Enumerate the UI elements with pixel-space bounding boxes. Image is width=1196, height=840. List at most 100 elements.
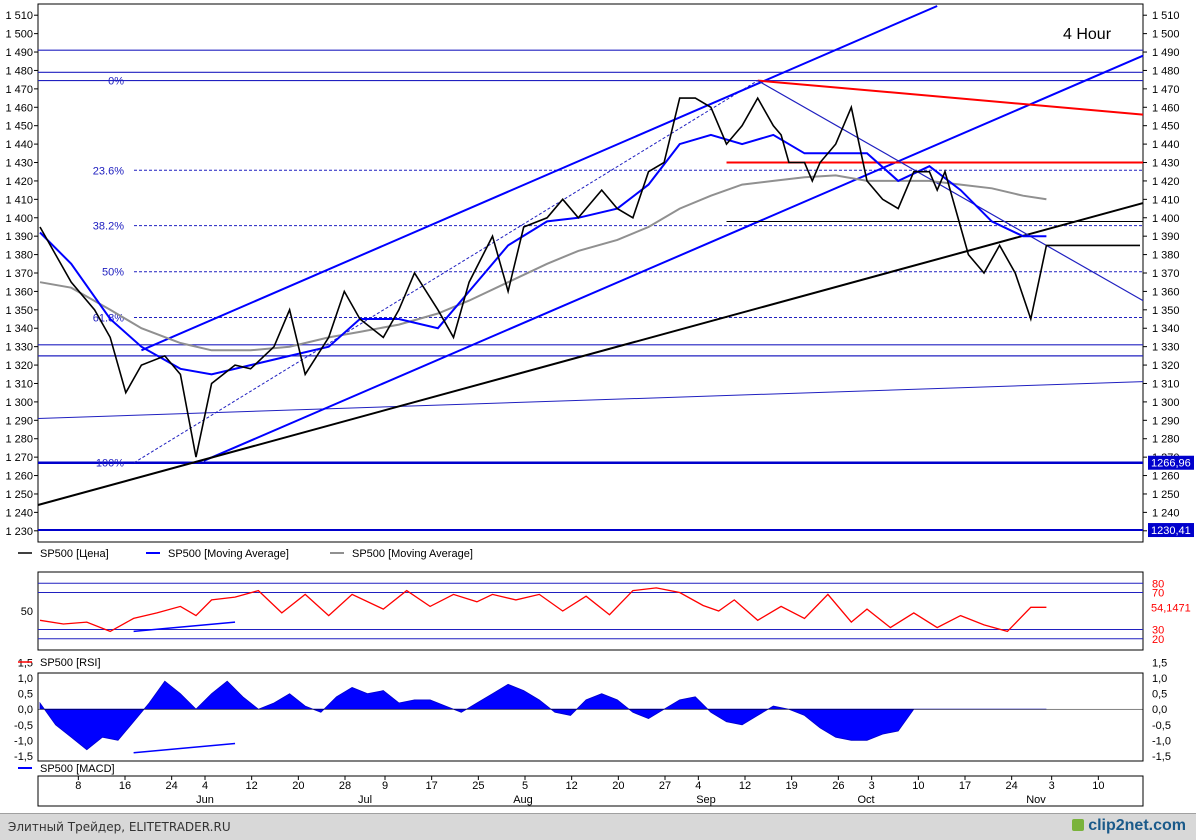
price-tick-label-right: 1 280: [1152, 434, 1180, 446]
price-tick-label-left: 1 400: [5, 213, 33, 225]
rsi-level-label: 20: [1152, 634, 1164, 646]
macd-tick-label-right: 0,0: [1152, 704, 1167, 716]
date-tick-label: 17: [426, 780, 438, 792]
price-tick-label-right: 1 380: [1152, 250, 1180, 262]
price-tick-label-right: 1 470: [1152, 84, 1180, 96]
fib-label: 23.6%: [93, 165, 124, 177]
price-tag-box: [1148, 455, 1194, 470]
date-tick-label: 5: [522, 780, 528, 792]
channel-upper-line: [141, 5, 938, 352]
price-tick-label-left: 1 300: [5, 397, 33, 409]
price-tick-label-left: 1 240: [5, 507, 33, 519]
date-tick-label: 12: [246, 780, 258, 792]
macd-tick-label-left: 0,5: [18, 689, 33, 701]
month-label: Jun: [196, 794, 214, 806]
price-tick-label-right: 1 420: [1152, 176, 1180, 188]
rsi-line: [39, 587, 1047, 633]
date-tick-label: 3: [869, 780, 875, 792]
channel-lower-line: [203, 54, 1144, 462]
price-tick-label-left: 1 290: [5, 415, 33, 427]
date-tick-label: 19: [786, 780, 798, 792]
legend-macd: SP500 [MACD]: [40, 763, 115, 775]
date-tick-label: 20: [612, 780, 624, 792]
price-tick-label-left: 1 420: [5, 176, 33, 188]
price-tick-label-right: 1 340: [1152, 323, 1180, 335]
price-tick-label-left: 1 350: [5, 305, 33, 317]
price-tick-label-right: 1 320: [1152, 360, 1180, 372]
price-tick-label-left: 1 380: [5, 250, 33, 262]
price-legend: SP500 [Цена] SP500 [Moving Average] SP50…: [18, 548, 473, 560]
price-tick-label-right: 1 240: [1152, 507, 1180, 519]
date-tick-label: 3: [1049, 780, 1055, 792]
price-tick-label-left: 1 270: [5, 452, 33, 464]
price-layer: 1 510 1 510 1 500 1 500 1 490 1 490 1 480 1 480…: [5, 5, 1194, 538]
price-tag-box: [1148, 523, 1194, 538]
legend-price: SP500 [Цена]: [40, 548, 109, 560]
chart-canvas: 1 510 1 510 1 500 1 500 1 490 1 490 1 480 1 480…: [5, 3, 1194, 807]
price-tick-label-right: 1 460: [1152, 102, 1180, 114]
price-tick-label-right: 1 510: [1152, 10, 1180, 22]
date-tick-label: 27: [659, 780, 671, 792]
price-tick-label-right: 1 250: [1152, 489, 1180, 501]
rsi-value-box: [1148, 600, 1194, 615]
date-tick-label: 9: [382, 780, 388, 792]
clip2net-icon: [1072, 819, 1085, 831]
price-tick-label-right: 1 360: [1152, 286, 1180, 298]
price-tick-label-left: 1 430: [5, 158, 33, 170]
macd-panel-frame: [37, 672, 1144, 762]
fib-diagonal-line: [133, 80, 758, 464]
legend-rsi: SP500 [RSI]: [40, 657, 101, 669]
rsi-legend: SP500 [RSI]: [18, 657, 101, 669]
month-label: Nov: [1026, 794, 1046, 806]
legend-ma-blue: SP500 [Moving Average]: [168, 548, 289, 560]
date-tick-label: 24: [1006, 780, 1018, 792]
date-tick-label: 4: [202, 780, 208, 792]
macd-tick-label-right: 1,0: [1152, 673, 1167, 685]
price-tick-label-right: 1 390: [1152, 231, 1180, 243]
price-tick-label-left: 1 370: [5, 268, 33, 280]
fib-label: 100%: [96, 458, 124, 470]
price-tick-label-left: 1 360: [5, 286, 33, 298]
legend-ma-gray: SP500 [Moving Average]: [352, 548, 473, 560]
price-tick-label-left: 1 490: [5, 47, 33, 59]
date-axis-frame: [37, 775, 1144, 807]
price-tag-text: 1230,41: [1151, 525, 1191, 537]
footer-text: Элитный Трейдер, ELITETRADER.RU: [8, 820, 231, 834]
macd-layer: 1,5 1,5 1,0 1,0 0,5 0,5 0,0 0,0 -0,5 -0,5 -1,0 -1,0…: [14, 658, 1171, 763]
macd-tick-label-right: 1,5: [1152, 658, 1167, 670]
date-tick-label: 26: [832, 780, 844, 792]
price-tick-label-left: 1 280: [5, 434, 33, 446]
rsi-level-label: 30: [1152, 625, 1164, 637]
rsi-tick-label: 50: [21, 606, 33, 618]
macd-tick-label-left: 1,0: [18, 673, 33, 685]
price-tick-label-left: 1 330: [5, 342, 33, 354]
month-label: Aug: [513, 794, 533, 806]
date-tick-label: 12: [739, 780, 751, 792]
rsi-value-label: 54,1471: [1151, 602, 1191, 614]
price-tick-label-left: 1 310: [5, 378, 33, 390]
footer-bar: Элитный Трейдер, ELITETRADER.RU clip2net…: [0, 813, 1196, 840]
date-tick-label: 10: [912, 780, 924, 792]
price-tick-label-left: 1 500: [5, 29, 33, 41]
price-tick-label-left: 1 460: [5, 102, 33, 114]
macd-tick-label-left: -1,0: [14, 735, 33, 747]
macd-tick-label-right: -1,5: [1152, 751, 1171, 763]
macd-legend: SP500 [MACD]: [18, 763, 115, 775]
month-label: Oct: [857, 794, 874, 806]
price-tick-label-right: 1 350: [1152, 305, 1180, 317]
long-trend-line: [37, 202, 1144, 506]
price-tick-label-right: 1 330: [1152, 342, 1180, 354]
price-tick-label-right: 1 490: [1152, 47, 1180, 59]
axis-layer: 8 16 24 4 12 20 28 9 17 25 5 12 20 27 4 12 19 26 3 10 17 24 3 1…: [75, 776, 1104, 806]
price-tag-text: 1266,96: [1151, 458, 1191, 470]
date-tick-label: 17: [959, 780, 971, 792]
price-tick-label-left: 1 260: [5, 471, 33, 483]
date-tick-label: 24: [166, 780, 178, 792]
price-tick-label-right: 1 410: [1152, 194, 1180, 206]
price-tick-label-right: 1 450: [1152, 121, 1180, 133]
price-line: [39, 96, 1140, 458]
date-tick-label: 16: [119, 780, 131, 792]
rsi-level-label: 70: [1152, 588, 1164, 600]
price-tick-label-left: 1 480: [5, 65, 33, 77]
fib-label: 38.2%: [93, 221, 124, 233]
